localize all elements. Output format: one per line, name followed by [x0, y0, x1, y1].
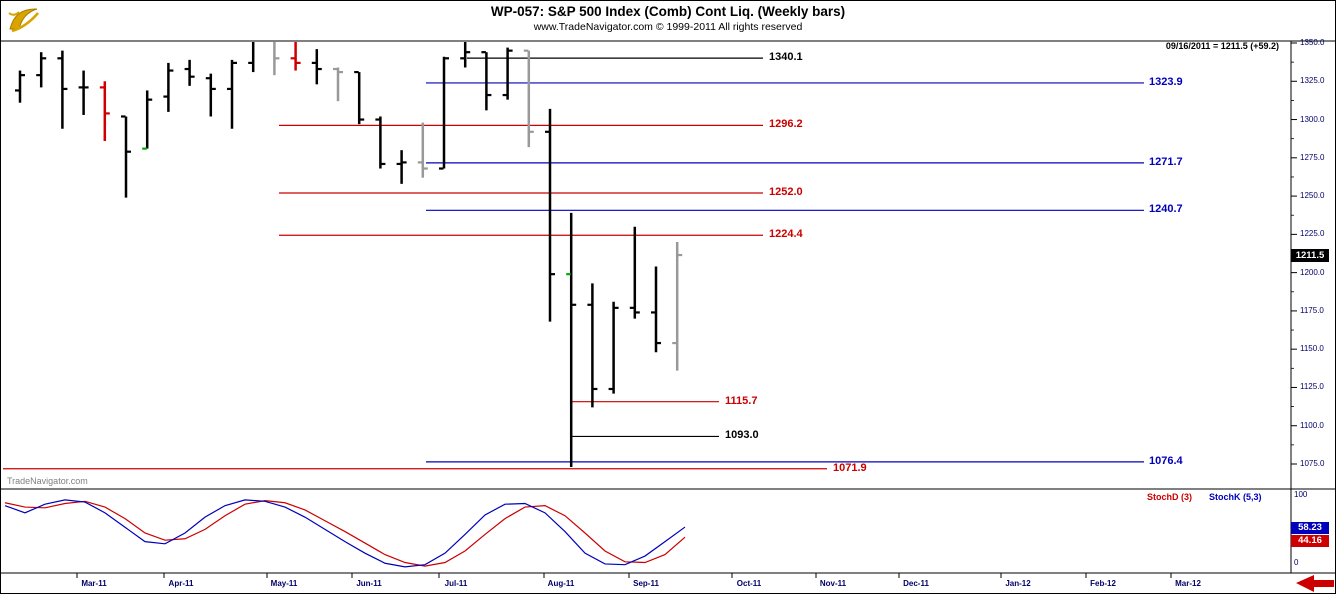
support-resistance-lines — [3, 57, 1144, 470]
stochk-legend[interactable]: StochK (5,3) — [1209, 492, 1262, 502]
stoch-scale-bottom: 0 — [1294, 558, 1299, 567]
month-label: Mar-12 — [1175, 579, 1201, 588]
level-label: 1340.1 — [769, 51, 803, 64]
price-tick-label: 1200.0 — [1300, 267, 1325, 277]
month-label: Jun-11 — [356, 579, 382, 588]
price-tick-label: 1350.0 — [1300, 38, 1325, 47]
watermark-text: TradeNavigator.com — [7, 476, 88, 486]
stochd-value-badge: 44.16 — [1291, 535, 1329, 547]
last-price-badge: 1211.5 — [1291, 249, 1329, 262]
price-tick-label: 1275.0 — [1300, 152, 1325, 162]
stochk-line — [4, 499, 686, 568]
price-tick-label: 1075.0 — [1300, 459, 1325, 468]
price-tick-label: 1100.0 — [1300, 420, 1324, 430]
level-label: 1093.0 — [725, 429, 759, 442]
chart-subtitle: www.TradeNavigator.com © 1999-2011 All r… — [533, 21, 803, 33]
level-label: 1323.9 — [1149, 75, 1183, 88]
price-tick-label: 1125.0 — [1300, 382, 1324, 392]
logo-glyph — [8, 8, 39, 33]
tradenavigator-logo — [7, 4, 41, 39]
level-label: 1271.7 — [1149, 155, 1183, 168]
price-tick-label: 1150.0 — [1300, 344, 1324, 354]
ohlc-bars — [15, 42, 683, 468]
price-tick-label: 1325.0 — [1300, 76, 1325, 86]
stochd-line — [4, 499, 686, 567]
stoch-scale-top: 100 — [1294, 490, 1308, 499]
month-label: Oct-11 — [736, 579, 762, 588]
stochk-value-badge: 58.23 — [1291, 522, 1329, 534]
month-label: Jul-11 — [444, 579, 468, 588]
price-tick-label: 1300.0 — [1300, 114, 1325, 124]
month-label: Jan-12 — [1005, 579, 1031, 588]
level-label: 1224.4 — [769, 228, 803, 241]
month-label: Mar-11 — [81, 579, 107, 588]
price-tick-label: 1250.0 — [1300, 191, 1325, 201]
scroll-left-arrow[interactable] — [1295, 573, 1335, 594]
month-label: Apr-11 — [168, 579, 194, 588]
panel-borders — [1, 40, 1335, 574]
month-label: Dec-11 — [903, 579, 929, 588]
level-label: 1071.9 — [833, 461, 867, 474]
stochd-legend[interactable]: StochD (3) — [1147, 492, 1192, 502]
month-label: Sep-11 — [633, 579, 659, 588]
level-label: 1240.7 — [1149, 203, 1183, 216]
month-label: Aug-11 — [547, 579, 575, 588]
axis-ticks — [76, 42, 1297, 578]
price-tick-label: 1225.0 — [1300, 229, 1325, 239]
stochastic-lines — [4, 499, 686, 568]
level-label: 1115.7 — [725, 394, 758, 407]
month-label: Feb-12 — [1090, 579, 1116, 588]
chart-title: WP-057: S&P 500 Index (Comb) Cont Liq. (… — [490, 4, 846, 19]
month-label: Nov-11 — [819, 579, 847, 588]
price-tick-label: 1175.0 — [1300, 305, 1324, 315]
month-label: May-11 — [270, 579, 298, 588]
level-label: 1252.0 — [769, 186, 803, 199]
level-label: 1296.2 — [769, 118, 803, 131]
level-label: 1076.4 — [1149, 454, 1183, 467]
last-quote-text: 09/16/2011 = 1211.5 (+59.2) — [1165, 41, 1279, 51]
